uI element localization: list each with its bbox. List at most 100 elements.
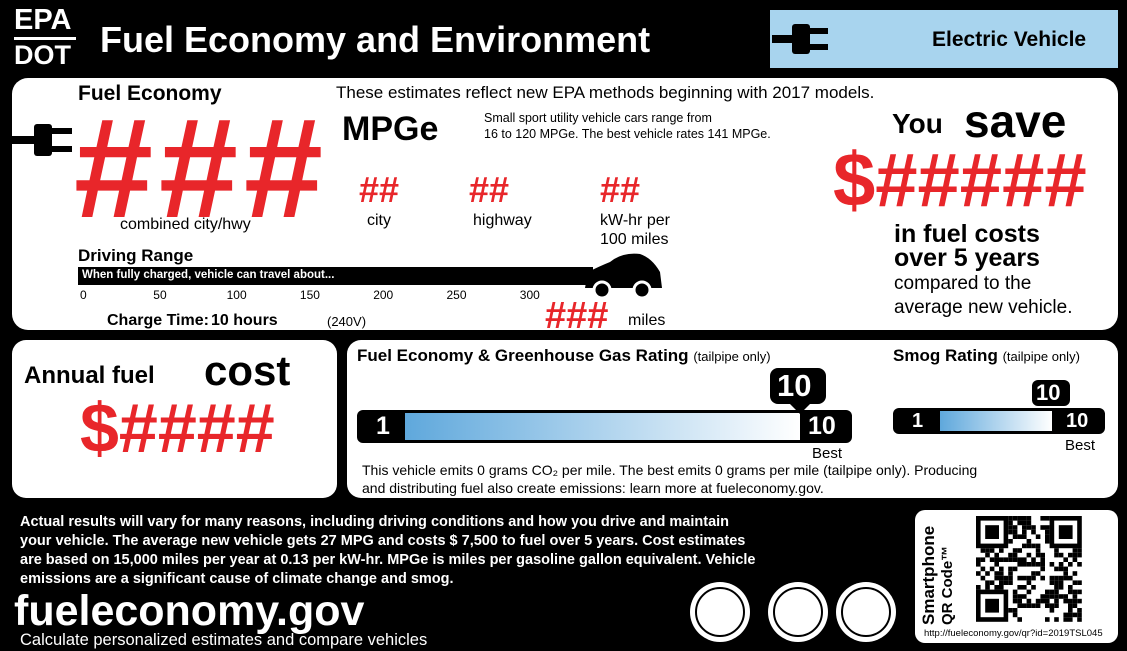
- qr-module: [1045, 603, 1050, 608]
- qr-module: [985, 525, 999, 539]
- qr-module: [1008, 580, 1013, 585]
- qr-label: QR Code™: [939, 545, 956, 625]
- qr-module: [1012, 589, 1018, 595]
- qr-module: [999, 571, 1004, 576]
- range-unit: miles: [628, 312, 666, 329]
- qr-module: [1008, 539, 1013, 544]
- qr-module: [1054, 566, 1059, 572]
- qr-module: [1008, 525, 1013, 530]
- qr-module: [1017, 585, 1022, 590]
- qr-module: [999, 557, 1004, 562]
- qr-module: [994, 557, 999, 562]
- combined-mpge: ###: [74, 89, 329, 248]
- range-tick: 200: [373, 288, 394, 302]
- qr-module: [1031, 525, 1036, 530]
- range-tick: 100: [226, 288, 247, 302]
- annual-amount: $####: [80, 389, 275, 467]
- qr-module: [1012, 529, 1018, 535]
- qr-module: [1054, 617, 1059, 622]
- qr-module: [1054, 575, 1059, 581]
- qr-module: [1026, 543, 1032, 549]
- smog-pointer: [1032, 380, 1070, 406]
- range-note: 16 to 120 MPGe. The best vehicle rates 1…: [484, 127, 771, 141]
- qr-module: [985, 548, 990, 553]
- qr-module: [1077, 589, 1082, 595]
- qr-module: [1031, 557, 1036, 562]
- qr-module: [1072, 598, 1078, 604]
- qr-module: [1035, 598, 1041, 604]
- car-icon: [585, 253, 662, 300]
- qr-module: [985, 598, 999, 613]
- qr-module: [1077, 612, 1082, 618]
- smog-gradient: [940, 411, 1052, 431]
- qr-module: [1063, 571, 1068, 576]
- ghg-qualifier: (tailpipe only): [693, 349, 771, 364]
- qr-module: [1045, 589, 1050, 595]
- qr-module: [1031, 543, 1036, 549]
- ghg-pointer: [770, 368, 826, 404]
- emissions-text: and distributing fuel also create emissi…: [362, 480, 824, 496]
- city-mpge: ##: [359, 169, 400, 210]
- qr-module: [1026, 516, 1032, 521]
- qr-module: [1049, 594, 1055, 599]
- qr-module: [1022, 516, 1027, 521]
- qr-module: [1017, 575, 1022, 581]
- qr-module: [1077, 608, 1082, 613]
- range-value: ###: [545, 295, 609, 337]
- qr-module: [999, 566, 1004, 572]
- qr-module: [1077, 598, 1082, 604]
- qr-module: [1031, 585, 1036, 590]
- qr-module: [1068, 612, 1073, 618]
- qr-module: [1026, 598, 1032, 604]
- seal-ring: [695, 587, 745, 637]
- qr-module: [976, 557, 981, 562]
- qr-module: [1054, 580, 1059, 585]
- qr-module: [1022, 585, 1027, 590]
- qr-module: [1017, 557, 1022, 562]
- qr-module: [1003, 580, 1009, 585]
- qr-module: [1072, 589, 1078, 595]
- qr-module: [1040, 594, 1045, 599]
- qr-module: [989, 557, 995, 562]
- qr-module: [1026, 575, 1032, 581]
- qr-label: Smartphone: [919, 525, 938, 625]
- qr-module: [1058, 585, 1064, 590]
- disclaimer: are based on 15,000 miles per year at 0.…: [20, 552, 756, 568]
- qr-module: [1058, 552, 1064, 558]
- smog-rating: 10: [1036, 380, 1061, 405]
- qr-module: [1077, 548, 1082, 553]
- smog-max: 10: [1066, 410, 1089, 432]
- qr-module: [1040, 552, 1045, 558]
- qr-module: [1054, 548, 1059, 553]
- qr-module: [1026, 603, 1032, 608]
- qr-module: [1040, 598, 1045, 604]
- qr-module: [1040, 525, 1045, 530]
- qr-module: [1063, 557, 1068, 562]
- qr-module: [1072, 552, 1078, 558]
- label-title: Fuel Economy and Environment: [100, 19, 651, 60]
- qr-module: [1063, 575, 1068, 581]
- qr-module: [1049, 580, 1055, 585]
- disclaimer: your vehicle. The average new vehicle ge…: [20, 533, 746, 549]
- qr-module: [1040, 562, 1045, 567]
- qr-module: [1072, 580, 1078, 585]
- qr-module: [1012, 548, 1018, 553]
- qr-module: [976, 562, 981, 567]
- qr-module: [1072, 603, 1078, 608]
- ghg-pointer-tip: [790, 404, 810, 414]
- qr-module: [1054, 589, 1059, 595]
- qr-module: [985, 571, 990, 576]
- range-tick: 250: [446, 288, 467, 302]
- qr-module: [1031, 529, 1036, 535]
- annual-emph: cost: [204, 347, 291, 394]
- range-tick: 150: [299, 288, 320, 302]
- qr-module: [1017, 534, 1022, 539]
- qr-module: [994, 552, 999, 558]
- plug-icon: [12, 124, 72, 156]
- qr-module: [976, 585, 981, 590]
- qr-module: [1022, 594, 1027, 599]
- qr-module: [1077, 552, 1082, 558]
- range-bar: [78, 267, 593, 285]
- qr-module: [1054, 594, 1059, 599]
